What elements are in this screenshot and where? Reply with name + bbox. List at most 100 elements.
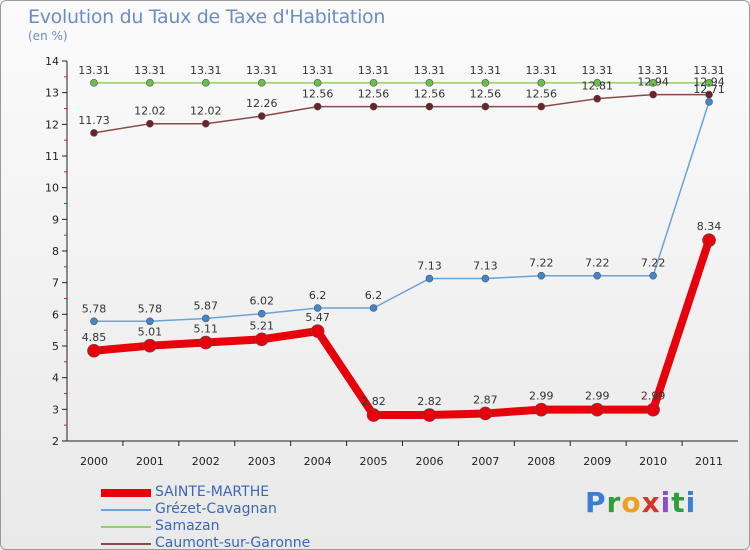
legend-swatch <box>101 526 151 528</box>
data-point <box>369 304 378 312</box>
data-point <box>254 332 269 347</box>
data-point <box>369 79 378 87</box>
data-label: 12.94 <box>693 76 725 89</box>
x-tick-label: 2000 <box>80 455 108 468</box>
data-label: 7.13 <box>473 260 498 273</box>
logo-letter: x <box>641 486 661 519</box>
y-tick-label: 12 <box>45 118 59 131</box>
x-tick-label: 2004 <box>304 455 332 468</box>
series-markers <box>87 79 716 422</box>
y-tick-label: 11 <box>45 150 59 163</box>
data-label: 6.2 <box>309 289 327 302</box>
data-label: 13.31 <box>637 64 669 77</box>
data-point <box>90 317 98 326</box>
series-line-1 <box>93 101 710 323</box>
data-label: 5.21 <box>249 319 274 332</box>
x-tick-label: 2009 <box>583 455 611 468</box>
data-label: 2.99 <box>641 390 666 403</box>
data-point <box>478 406 493 421</box>
data-point <box>646 402 660 417</box>
logo-letter: o <box>621 486 642 519</box>
unit-label: (en %) <box>28 29 68 43</box>
data-point <box>90 129 98 137</box>
data-labels: 4.85 5.01 5.11 5.21 5.47 2.82 2.82 2.87 2.99 2.99… <box>78 64 725 408</box>
legend-swatch <box>101 543 151 545</box>
chart-title: Evolution du Taux de Taxe d'Habitation <box>28 6 386 28</box>
data-label: 2.99 <box>529 390 554 403</box>
logo-letter: t <box>671 486 686 519</box>
logo-letter: i <box>660 486 672 519</box>
x-tick-label: 2001 <box>136 455 164 468</box>
data-point <box>369 102 378 111</box>
y-tick-label: 9 <box>52 213 59 226</box>
data-point <box>310 324 325 338</box>
data-label: 13.31 <box>693 64 725 77</box>
data-point <box>425 102 434 111</box>
data-point <box>534 402 549 417</box>
data-point <box>313 102 322 111</box>
data-label: 2.82 <box>361 395 386 408</box>
series-line-0 <box>89 236 714 420</box>
data-label: 11.73 <box>78 114 110 127</box>
data-point <box>146 317 154 326</box>
data-point <box>425 79 434 87</box>
y-tick-label: 10 <box>45 182 59 195</box>
x-tick-label: 2006 <box>415 455 443 468</box>
data-point <box>143 338 157 353</box>
series-line-3 <box>93 93 710 134</box>
data-label: 13.31 <box>526 64 558 77</box>
data-label: 13.31 <box>470 64 502 77</box>
logo-letter: i <box>685 486 697 519</box>
data-label: 5.78 <box>138 302 163 315</box>
y-tick-label: 7 <box>52 277 59 290</box>
data-label: 12.02 <box>134 105 166 118</box>
data-label: 13.31 <box>358 64 390 77</box>
logo-letter: r <box>606 486 622 519</box>
y-tick-label: 14 <box>45 55 59 68</box>
data-point <box>649 79 657 87</box>
data-point <box>593 94 602 103</box>
data-label: 7.13 <box>417 260 442 273</box>
data-label: 13.31 <box>581 64 613 77</box>
data-label: 5.87 <box>194 299 219 312</box>
data-label: 2.87 <box>473 393 498 406</box>
data-point <box>590 402 605 417</box>
data-point <box>146 79 154 87</box>
data-label: 12.56 <box>358 88 390 101</box>
data-label: 12.56 <box>470 88 502 101</box>
data-label: 2.82 <box>417 395 442 408</box>
data-point <box>537 79 546 87</box>
data-point <box>649 90 657 99</box>
data-point <box>481 274 490 283</box>
y-tick-label: 8 <box>52 245 59 258</box>
data-label: 13.31 <box>78 64 110 77</box>
data-label: 5.01 <box>138 326 163 339</box>
data-label: 13.31 <box>246 64 278 77</box>
data-label: 13.31 <box>414 64 446 77</box>
data-label: 5.47 <box>305 311 330 324</box>
x-tick-label: 2010 <box>639 455 667 468</box>
data-point <box>649 271 657 280</box>
x-tick-label: 2008 <box>527 455 555 468</box>
y-tick-label: 4 <box>52 372 59 385</box>
data-label: 6.02 <box>249 295 274 308</box>
data-label: 12.56 <box>526 88 558 101</box>
data-label: 12.94 <box>637 76 669 89</box>
data-label: 7.22 <box>641 257 666 270</box>
x-tick-label: 2005 <box>360 455 388 468</box>
data-label: 13.31 <box>190 64 222 77</box>
data-point <box>201 119 210 128</box>
data-label: 6.2 <box>365 289 383 302</box>
legend-label: Samazan <box>155 518 220 534</box>
data-point <box>201 314 210 323</box>
data-label: 12.56 <box>302 88 334 101</box>
data-point <box>537 102 546 111</box>
y-tick-label: 13 <box>45 87 59 100</box>
data-point <box>593 271 602 280</box>
legend-swatch <box>101 489 151 497</box>
data-point <box>257 79 266 87</box>
proxiti-logo: Proxiti <box>585 486 696 519</box>
data-label: 13.31 <box>134 64 166 77</box>
